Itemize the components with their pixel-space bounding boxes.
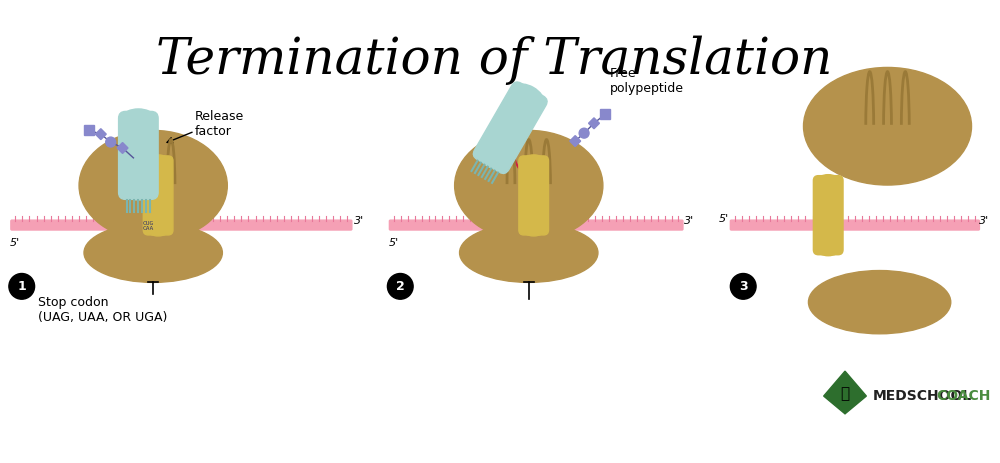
Ellipse shape — [817, 175, 839, 187]
Ellipse shape — [478, 150, 505, 169]
Polygon shape — [95, 129, 106, 139]
Text: 3': 3' — [354, 216, 364, 226]
Text: COACH: COACH — [937, 389, 991, 403]
Bar — [600, 109, 610, 119]
Ellipse shape — [808, 270, 951, 334]
FancyArrow shape — [692, 206, 717, 234]
Ellipse shape — [79, 131, 227, 241]
Circle shape — [9, 274, 35, 299]
Circle shape — [106, 137, 116, 147]
Text: CUG
CAA: CUG CAA — [143, 221, 154, 232]
Circle shape — [579, 128, 589, 138]
FancyBboxPatch shape — [11, 220, 352, 230]
Text: 3': 3' — [684, 216, 694, 226]
Text: 3: 3 — [739, 280, 748, 293]
Ellipse shape — [124, 185, 153, 200]
Text: Termination of Translation: Termination of Translation — [156, 35, 832, 85]
Polygon shape — [570, 136, 581, 146]
FancyBboxPatch shape — [473, 82, 547, 174]
Text: 3': 3' — [979, 216, 990, 226]
FancyBboxPatch shape — [519, 156, 549, 235]
FancyArrow shape — [358, 206, 382, 234]
Text: 2: 2 — [396, 280, 405, 293]
Ellipse shape — [147, 224, 169, 236]
Ellipse shape — [84, 223, 222, 282]
FancyBboxPatch shape — [119, 112, 158, 200]
Ellipse shape — [147, 155, 169, 167]
Text: 5': 5' — [719, 214, 729, 224]
Text: 1: 1 — [17, 280, 26, 293]
FancyBboxPatch shape — [143, 156, 173, 235]
Text: 5': 5' — [388, 238, 399, 248]
Ellipse shape — [523, 224, 545, 236]
Ellipse shape — [124, 109, 153, 124]
Ellipse shape — [817, 244, 839, 256]
Ellipse shape — [455, 131, 603, 241]
Text: Free
polypeptide: Free polypeptide — [610, 67, 684, 94]
Text: Release
factor: Release factor — [195, 110, 244, 138]
Text: MEDSCHOOL: MEDSCHOOL — [873, 389, 972, 403]
Ellipse shape — [804, 68, 972, 185]
FancyBboxPatch shape — [389, 220, 683, 230]
Polygon shape — [117, 143, 128, 153]
Text: 5': 5' — [10, 238, 20, 248]
Circle shape — [730, 274, 756, 299]
Text: Stop codon
(UAG, UAA, OR UGA): Stop codon (UAG, UAA, OR UGA) — [38, 296, 167, 324]
Circle shape — [387, 274, 413, 299]
Bar — [84, 125, 94, 135]
Ellipse shape — [523, 155, 545, 167]
FancyBboxPatch shape — [813, 175, 843, 255]
Polygon shape — [824, 371, 866, 414]
Text: 🎓: 🎓 — [840, 387, 850, 401]
Ellipse shape — [460, 223, 598, 282]
FancyBboxPatch shape — [730, 220, 979, 230]
Ellipse shape — [516, 84, 543, 104]
Polygon shape — [589, 118, 599, 129]
